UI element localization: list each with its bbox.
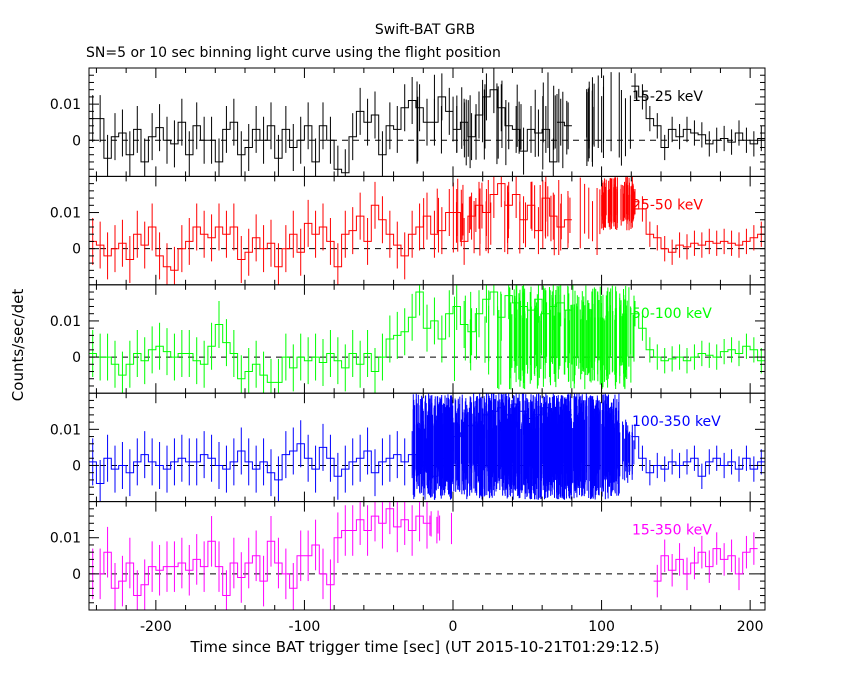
y-tick-label: 0 [72, 133, 81, 149]
y-tick-label: 0.01 [50, 206, 81, 222]
panel-plot-area [89, 393, 765, 502]
panel-frame [88, 501, 766, 611]
pre-burst-step-line [89, 89, 572, 174]
x-axis-label: Time since BAT trigger time [sec] (UT 20… [190, 638, 660, 656]
band-label: 100-350 keV [632, 414, 721, 430]
band-label: 15-25 keV [632, 89, 703, 105]
pre-burst-step-line [89, 183, 572, 271]
x-tick-label: 200 [737, 619, 764, 635]
x-tick-label: 100 [588, 619, 615, 635]
chart-title: Swift-BAT GRB [374, 22, 476, 38]
y-tick-label: 0.01 [50, 531, 81, 547]
y-tick-label: 0 [72, 567, 81, 583]
panel-plot-area [89, 176, 765, 285]
y-tick-label: 0 [72, 242, 81, 258]
band-label: 25-50 keV [632, 197, 703, 213]
panel-plot-area [89, 68, 765, 177]
x-tick-label: -100 [289, 619, 321, 635]
y-tick-label: 0.01 [50, 422, 81, 438]
post-burst-step-line [631, 85, 765, 148]
band-label: 50-100 keV [632, 306, 712, 322]
band-label: 15-350 keV [632, 523, 712, 539]
x-tick-label: -200 [140, 619, 172, 635]
chart-subtitle: SN=5 or 10 sec binning light curve using… [86, 45, 501, 61]
panel-plot-area [89, 501, 765, 611]
pre-burst-step-line [89, 508, 431, 596]
y-tick-label: 0.01 [50, 97, 81, 113]
y-axis-label: Counts/sec/det [9, 288, 27, 402]
post-burst-step-line [653, 548, 758, 582]
y-tick-label: 0 [72, 350, 81, 366]
post-burst-step-line [631, 313, 765, 362]
x-tick-label: 0 [449, 619, 458, 635]
pre-burst-step-line [89, 291, 572, 383]
y-tick-label: 0 [72, 458, 81, 474]
panel-plot-area [89, 284, 765, 394]
y-tick-label: 0.01 [50, 314, 81, 330]
post-burst-step-line [631, 436, 765, 477]
post-burst-step-line [631, 201, 765, 253]
